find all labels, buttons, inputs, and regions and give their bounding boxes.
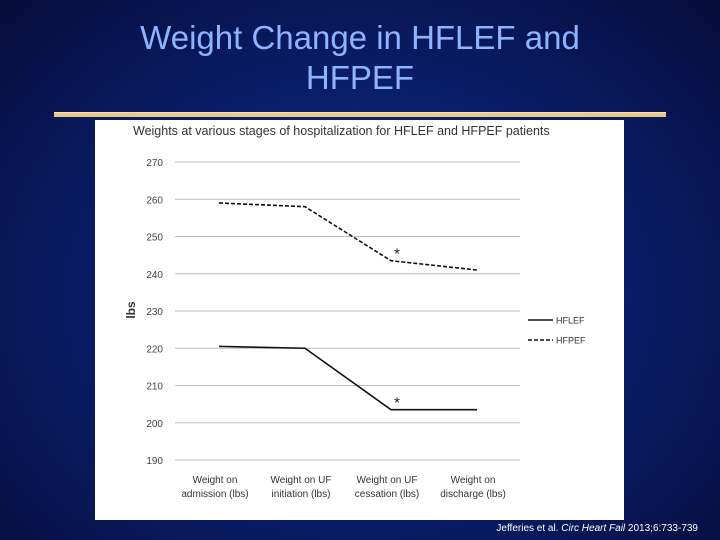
x-tick-label: Weight on UF	[271, 475, 332, 486]
citation-authors: Jefferies et al.	[496, 523, 562, 534]
y-tick-label: 230	[146, 307, 163, 318]
series-line-hfpef	[218, 202, 478, 271]
slide-title-line2: HFPEF	[305, 59, 415, 96]
x-tick-label: Weight on	[193, 475, 238, 486]
citation-details: 2013;6:733-739	[625, 523, 698, 534]
x-tick-label: cessation (lbs)	[355, 489, 419, 500]
significance-asterisk: *	[394, 395, 400, 412]
x-tick-label: admission (lbs)	[181, 489, 248, 500]
gridlines	[175, 161, 520, 461]
citation: Jefferies et al. Circ Heart Fail 2013;6:…	[496, 523, 698, 534]
line-chart: Weights at various stages of hospitaliza…	[124, 124, 586, 500]
legend-label-hflef: HFLEF	[556, 316, 585, 326]
x-tick-label: Weight on UF	[357, 475, 418, 486]
legend-label-hfpef: HFPEF	[556, 336, 586, 346]
significance-asterisk: *	[394, 246, 400, 263]
slide-title: Weight Change in HFLEF and HFPEF	[60, 18, 660, 98]
slide-title-line1: Weight Change in HFLEF and	[140, 19, 580, 56]
x-axis-ticks: Weight on admission (lbs) Weight on UF init…	[181, 475, 505, 500]
y-axis-ticks: 270 260 250 240 230 220 210 200 190	[146, 158, 163, 467]
chart-title: Weights at various stages of hospitaliza…	[133, 124, 550, 138]
y-tick-label: 220	[146, 344, 163, 355]
citation-journal: Circ Heart Fail	[561, 523, 626, 534]
y-tick-label: 260	[146, 195, 163, 206]
y-tick-label: 190	[146, 456, 163, 467]
x-tick-label: Weight on	[451, 475, 496, 486]
chart-panel: Weights at various stages of hospitaliza…	[95, 120, 624, 520]
y-tick-label: 250	[146, 233, 163, 244]
title-divider	[54, 112, 666, 117]
annotations: **	[394, 246, 400, 412]
legend: HFLEF HFPEF	[528, 316, 586, 346]
series-line-hflef	[218, 345, 477, 411]
y-axis-label: lbs	[124, 301, 138, 319]
x-tick-label: initiation (lbs)	[272, 489, 331, 500]
y-tick-label: 200	[146, 419, 163, 430]
series-lines	[218, 202, 478, 411]
x-tick-label: discharge (lbs)	[440, 489, 506, 500]
y-tick-label: 210	[146, 382, 163, 393]
y-tick-label: 240	[146, 270, 163, 281]
y-tick-label: 270	[146, 158, 163, 169]
